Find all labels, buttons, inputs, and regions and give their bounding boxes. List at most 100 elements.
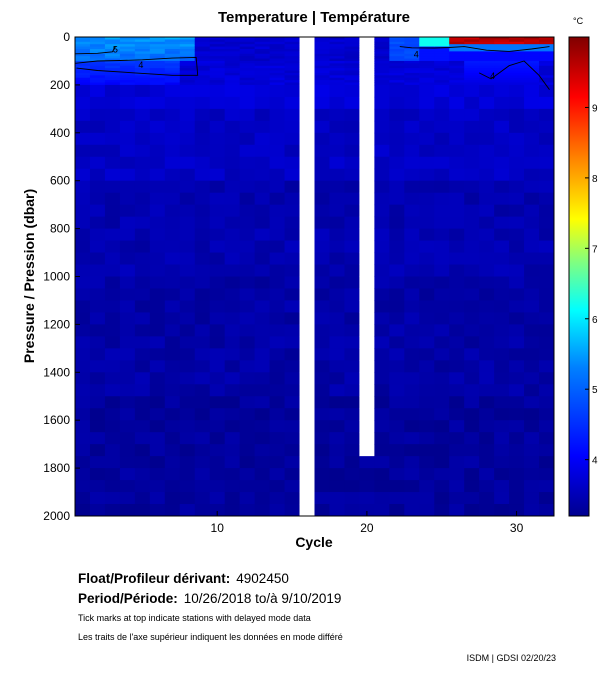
contour-line <box>75 46 116 55</box>
heatmap-cell <box>254 120 271 134</box>
heatmap-cell <box>539 348 554 361</box>
heatmap-cell <box>359 384 375 397</box>
heatmap-cell <box>419 444 435 457</box>
heatmap-cell <box>239 300 256 313</box>
contour-label: 5 <box>113 45 118 55</box>
heatmap-cell <box>509 63 525 67</box>
heatmap-cell <box>479 41 495 45</box>
heatmap-cell <box>75 96 91 110</box>
heatmap-cell <box>254 240 271 254</box>
heatmap-cell <box>149 156 166 170</box>
y-tick-label: 800 <box>50 222 70 236</box>
heatmap-cell <box>359 456 375 469</box>
heatmap-cell <box>149 432 166 445</box>
heatmap-cell <box>149 75 166 79</box>
heatmap-cell <box>164 252 181 266</box>
heatmap-cell <box>209 456 226 469</box>
heatmap-cell <box>134 504 151 516</box>
heatmap-cell <box>119 408 136 421</box>
heatmap-cell <box>104 56 121 60</box>
heatmap-cell <box>419 408 435 421</box>
heatmap-cell <box>254 492 271 505</box>
heatmap-cell <box>524 46 540 50</box>
heatmap-cell <box>164 384 181 397</box>
heatmap-cell <box>494 492 510 505</box>
heatmap-cell <box>509 60 525 64</box>
heatmap-cell <box>134 264 151 277</box>
heatmap-cell <box>284 84 301 98</box>
heatmap-cell <box>179 72 196 76</box>
heatmap-cell <box>449 48 465 52</box>
heatmap-cell <box>254 216 271 230</box>
heatmap-cell <box>149 468 166 481</box>
heatmap-cell <box>509 396 525 409</box>
heatmap-cell <box>389 63 405 67</box>
heatmap-cell <box>75 39 91 43</box>
heatmap-cell <box>149 336 166 349</box>
heatmap-cell <box>224 372 241 385</box>
heatmap-cell <box>119 192 136 206</box>
heatmap-cell <box>254 444 271 457</box>
heatmap-cell <box>194 41 211 45</box>
heatmap-cell <box>449 84 465 98</box>
heatmap-cell <box>269 192 286 206</box>
heatmap-cell <box>524 336 540 349</box>
heatmap-cell <box>374 51 390 55</box>
heatmap-cell <box>389 192 405 206</box>
heatmap-cell <box>359 372 375 385</box>
heatmap-cell <box>134 68 151 72</box>
heatmap-cell <box>75 144 91 158</box>
heatmap-cell <box>374 53 390 57</box>
heatmap-cell <box>299 492 315 505</box>
heatmap-cell <box>494 46 510 50</box>
heatmap-cell <box>494 396 510 409</box>
heatmap-cell <box>479 63 495 67</box>
heatmap-cell <box>374 492 390 505</box>
heatmap-cell <box>434 384 450 397</box>
heatmap-cell <box>89 288 106 301</box>
heatmap-cell <box>134 204 151 218</box>
heatmap-cell <box>404 51 420 55</box>
heatmap-cell <box>119 504 136 516</box>
heatmap-cell <box>539 288 554 301</box>
heatmap-cell <box>359 75 375 79</box>
heatmap-cell <box>539 39 554 43</box>
heatmap-cell <box>479 444 495 457</box>
heatmap-cell <box>284 96 301 110</box>
heatmap-cell <box>224 180 241 194</box>
heatmap-cell <box>329 44 345 48</box>
heatmap-cell <box>419 72 435 76</box>
heatmap-cell <box>299 324 315 337</box>
heatmap-cell <box>314 77 330 81</box>
heatmap-cell <box>149 216 166 230</box>
heatmap-cell <box>509 96 525 110</box>
heatmap-cell <box>479 288 495 301</box>
heatmap-cell <box>254 68 271 72</box>
heatmap-cell <box>224 144 241 158</box>
heatmap-cell <box>269 504 286 516</box>
heatmap-cell <box>119 132 136 146</box>
heatmap-cell <box>299 46 315 50</box>
heatmap-cell <box>314 204 330 218</box>
heatmap-cell <box>389 46 405 50</box>
heatmap-cell <box>329 432 345 445</box>
heatmap-cell <box>509 44 525 48</box>
heatmap-cell <box>464 84 480 98</box>
heatmap-cell <box>464 70 480 74</box>
heatmap-cell <box>419 108 435 122</box>
heatmap-cell <box>119 420 136 433</box>
heatmap-cell <box>344 44 360 48</box>
heatmap-cell <box>539 37 554 40</box>
heatmap-cell <box>104 63 121 67</box>
heatmap-cell <box>194 180 211 194</box>
heatmap-cell <box>239 168 256 182</box>
heatmap-cell <box>329 41 345 45</box>
heatmap-cell <box>344 432 360 445</box>
heatmap-cell <box>344 396 360 409</box>
heatmap-cell <box>494 420 510 433</box>
heatmap-cell <box>254 468 271 481</box>
heatmap-cell <box>539 56 554 60</box>
heatmap-cell <box>209 75 226 79</box>
heatmap-cell <box>209 504 226 516</box>
heatmap-cell <box>479 37 495 40</box>
